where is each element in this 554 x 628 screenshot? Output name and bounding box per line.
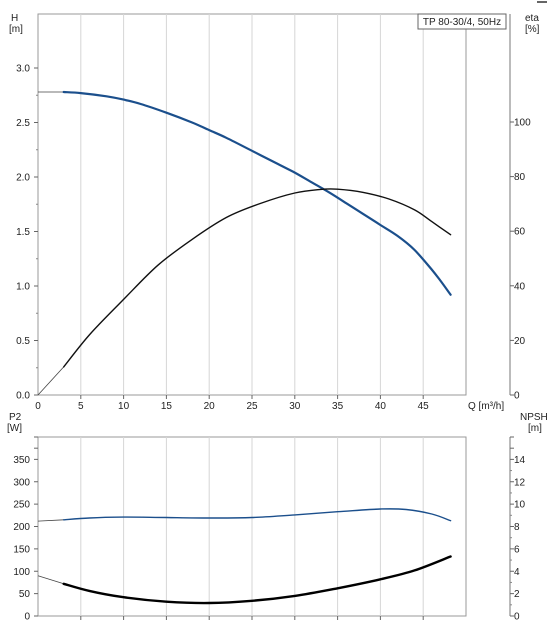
y-left-tick-label: 250 <box>13 500 30 511</box>
y-right-tick-label: 60 <box>514 227 526 238</box>
x-tick-label: 20 <box>204 401 216 412</box>
y-right-tick-label: 20 <box>514 336 526 347</box>
chart-title-box <box>417 13 507 30</box>
x-tick-label: 25 <box>246 401 258 412</box>
window-control-icon[interactable] <box>537 1 547 3</box>
x-tick-label: 40 <box>375 401 387 412</box>
x-tick-label: 15 <box>161 401 173 412</box>
top-right-axis-label-line2: [%] <box>525 24 540 35</box>
y-left-tick-label: 100 <box>13 567 30 578</box>
y-left-tick-label: 0 <box>24 612 30 623</box>
y-left-tick-label: 1.5 <box>16 227 30 238</box>
series-line-bottom-0 <box>63 508 452 522</box>
y-right-tick-label: 40 <box>514 281 526 292</box>
y-left-tick-label: 50 <box>19 589 31 600</box>
top-right-axis-label-line1: eta <box>525 13 539 24</box>
y-left-tick-label: 200 <box>13 522 30 533</box>
x-axis-label: Q [m³/h] <box>468 401 504 412</box>
y-left-tick-label: 0.5 <box>16 336 30 347</box>
series-extension-1-0 <box>37 519 64 522</box>
series-extension-0-1 <box>37 366 64 396</box>
y-left-tick-label: 2.0 <box>16 173 30 184</box>
y-right-tick-label: 80 <box>514 172 526 183</box>
y-left-tick-label: 150 <box>13 544 30 555</box>
x-tick-label: 30 <box>289 401 301 412</box>
series-extension-1-1 <box>37 575 64 585</box>
y-right-tick-label: 10 <box>514 500 526 511</box>
y-left-tick-label: 300 <box>13 477 30 488</box>
chart-title: TP 80-30/4, 50Hz <box>423 17 501 28</box>
series-layer <box>37 90 452 605</box>
y-left-tick-label: 0.0 <box>16 391 30 402</box>
y-right-tick-label: 0 <box>514 612 520 623</box>
y-right-tick-label: 4 <box>514 567 520 578</box>
bottom-right-axis-label-line1: NPSH <box>520 412 548 423</box>
series-line-top-0 <box>62 90 452 296</box>
top-left-axis-label-line2: [m] <box>9 24 23 35</box>
y-left-tick-label: 1.0 <box>16 282 30 293</box>
top-left-axis-label-line1: H <box>11 13 18 24</box>
y-right-tick-label: 6 <box>514 544 520 555</box>
series-line-top-1 <box>63 188 452 368</box>
x-tick-label: 0 <box>35 401 41 412</box>
x-tick-label: 35 <box>332 401 344 412</box>
y-right-tick-label: 14 <box>514 455 526 466</box>
grid-layer <box>80 14 424 616</box>
y-right-tick-label: 2 <box>514 589 520 600</box>
series-line-bottom-1 <box>62 555 452 605</box>
x-tick-label: 10 <box>118 401 130 412</box>
bottom-left-axis-label-line1: P2 <box>9 412 22 423</box>
x-tick-label: 5 <box>78 401 84 412</box>
bottom-left-axis-label-line2: [W] <box>7 423 22 434</box>
y-right-tick-label: 100 <box>514 118 531 129</box>
y-right-tick-label: 0 <box>514 391 520 402</box>
axis-layer: 0 5 10 15 20 25 30 35 40 450.00.51.01.52.02.53.00… <box>13 14 531 623</box>
y-left-tick-label: 350 <box>13 455 30 466</box>
x-tick-label: 45 <box>418 401 430 412</box>
bottom-right-axis-label-line2: [m] <box>528 423 542 434</box>
y-left-tick-label: 3.0 <box>16 64 30 75</box>
y-left-tick-label: 2.5 <box>16 118 30 129</box>
y-right-tick-label: 8 <box>514 522 520 533</box>
y-right-tick-label: 12 <box>514 477 526 488</box>
